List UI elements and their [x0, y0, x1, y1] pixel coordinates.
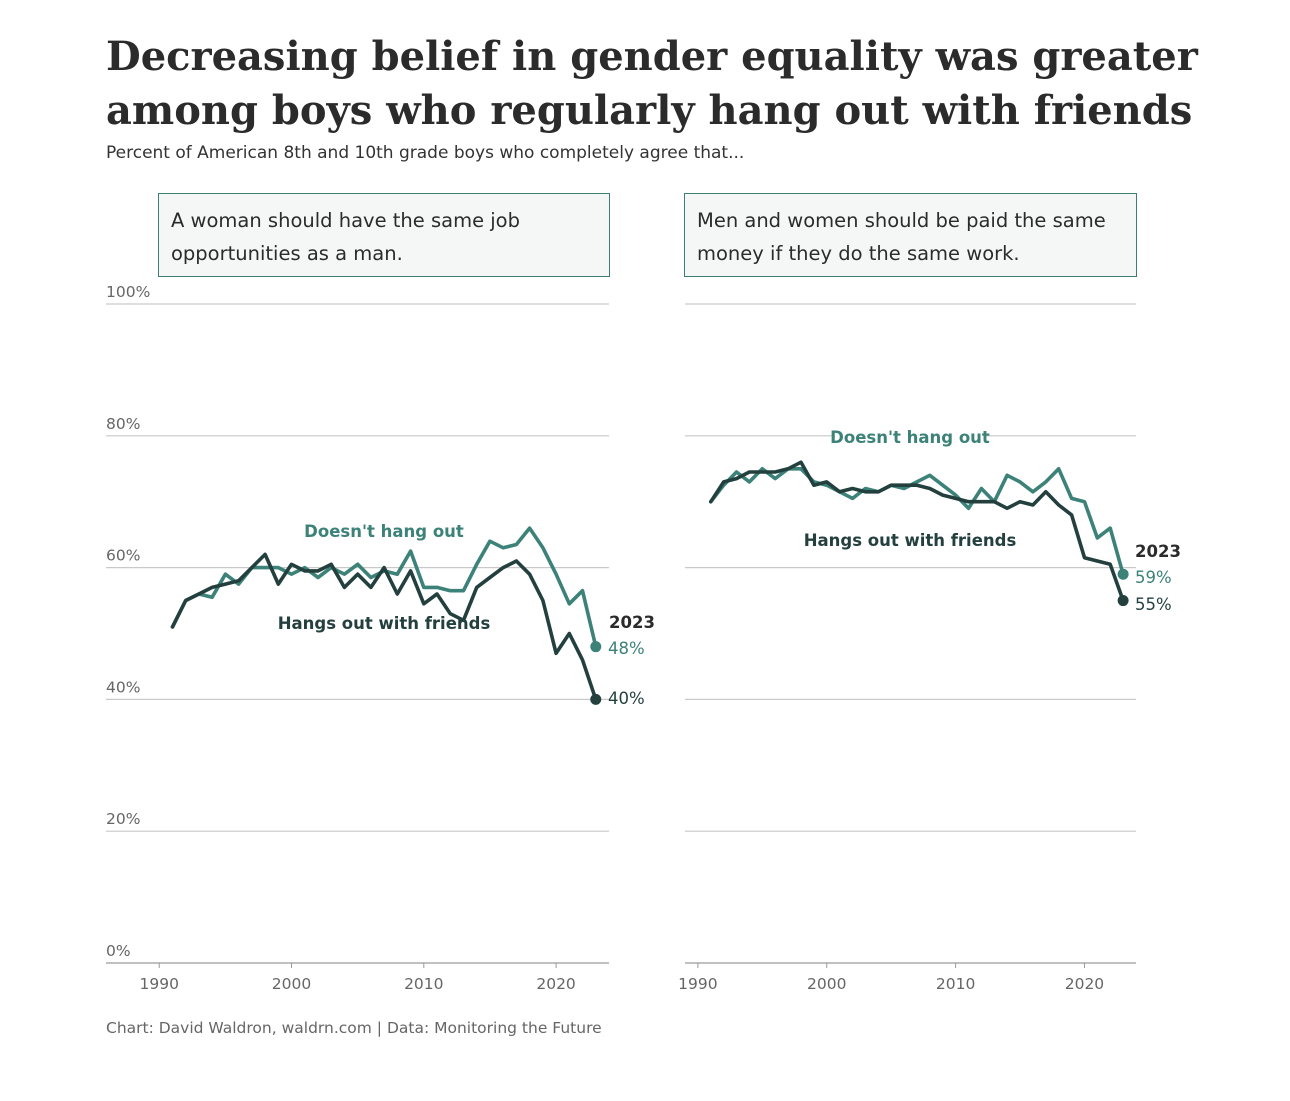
y-tick-label: 20%: [106, 810, 140, 828]
y-tick-label: 0%: [106, 942, 131, 960]
y-tick-label: 80%: [106, 415, 140, 433]
x-tick-label: 2010: [404, 975, 443, 993]
end-point-not_hang: [590, 641, 602, 653]
source-footer: Chart: David Waldron, waldrn.com | Data:…: [106, 1019, 602, 1037]
x-tick-label: 1990: [140, 975, 179, 993]
x-tick-label: 2010: [936, 975, 975, 993]
series-line-hang: [170, 552, 598, 702]
end-value-label-not_hang: 59%: [1135, 568, 1172, 587]
series-label-hang: Hangs out with friends: [278, 614, 491, 633]
end-value-label-not_hang: 48%: [608, 639, 645, 658]
question-box-job-opportunities: A woman should have the same job opportu…: [158, 193, 610, 277]
x-tick-label: 2020: [536, 975, 575, 993]
end-point-not_hang: [1117, 568, 1129, 580]
series-line-hang: [708, 460, 1125, 603]
label-knockout: [834, 426, 986, 448]
x-tick-label: 2000: [272, 975, 311, 993]
end-value-label-hang: 55%: [1135, 595, 1172, 614]
y-tick-label: 40%: [106, 678, 140, 696]
y-tick-label: 100%: [106, 283, 150, 301]
end-point-hang: [590, 693, 602, 705]
series-line-not_hang: [708, 466, 1125, 577]
end-value-label-hang: 40%: [608, 689, 645, 708]
series-label-hang: Hangs out with friends: [804, 531, 1017, 550]
x-tick-label: 2020: [1065, 975, 1104, 993]
question-box-equal-pay: Men and women should be paid the same mo…: [684, 193, 1137, 277]
chart-title: Decreasing belief in gender equality was…: [106, 33, 1198, 134]
series-label-not_hang: Doesn't hang out: [304, 522, 464, 541]
end-year-label: 2023: [609, 613, 655, 632]
y-tick-label: 60%: [106, 547, 140, 565]
series-label-not_hang: Doesn't hang out: [830, 428, 990, 447]
chart-subtitle: Percent of American 8th and 10th grade b…: [106, 143, 745, 163]
end-point-hang: [1117, 595, 1129, 607]
x-tick-label: 2000: [807, 975, 846, 993]
x-tick-label: 1990: [678, 975, 717, 993]
end-year-label: 2023: [1135, 542, 1181, 561]
